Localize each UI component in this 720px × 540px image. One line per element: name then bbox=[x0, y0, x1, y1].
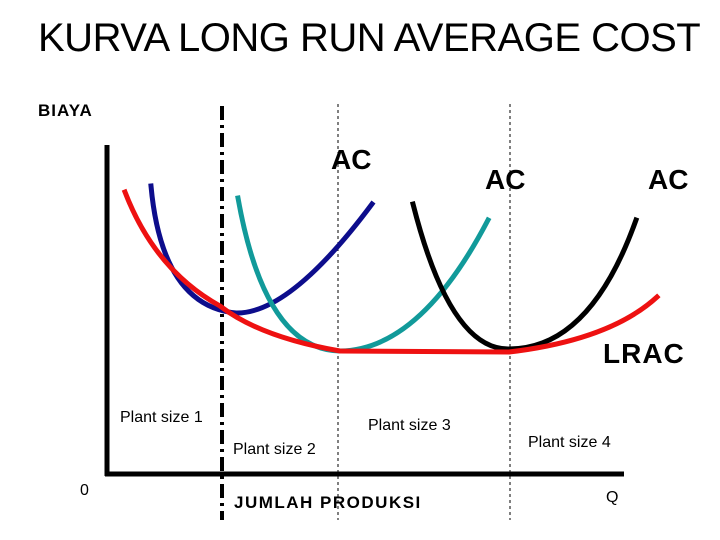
q-label: Q bbox=[606, 489, 619, 506]
x-axis-label: JUMLAH PRODUKSI bbox=[234, 493, 422, 512]
plant-size-4-label: Plant size 4 bbox=[528, 434, 611, 451]
plant-size-2-label: Plant size 2 bbox=[233, 441, 316, 458]
origin-label: 0 bbox=[80, 482, 89, 499]
lrac-label: LRAC bbox=[603, 338, 685, 369]
plant-size-1-label: Plant size 1 bbox=[120, 409, 203, 426]
ac-curve-1 bbox=[148, 183, 376, 316]
ac-label-3: AC bbox=[648, 164, 689, 195]
slide-title: KURVA LONG RUN AVERAGE COST bbox=[38, 16, 701, 60]
y-axis-label: BIAYA bbox=[38, 101, 93, 120]
ac-label-2: AC bbox=[485, 164, 526, 195]
ac-curve-3 bbox=[409, 200, 640, 352]
plant-size-3-label: Plant size 3 bbox=[368, 417, 451, 434]
ac-curve-2 bbox=[235, 195, 492, 354]
ac-label-1: AC bbox=[331, 144, 372, 175]
lrac-curve bbox=[121, 188, 661, 355]
